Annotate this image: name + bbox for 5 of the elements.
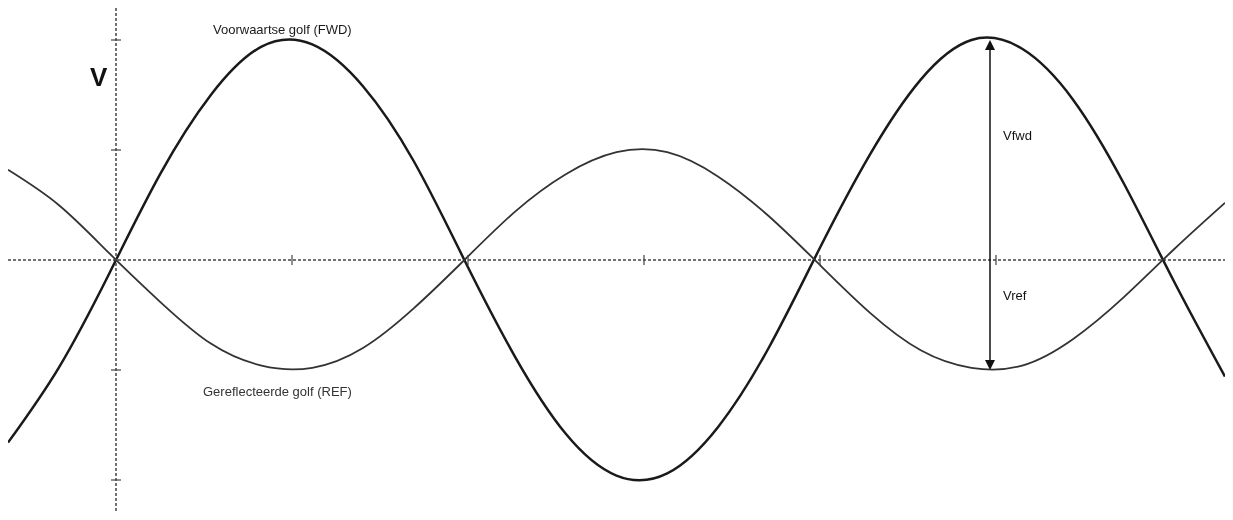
- series-label: Voorwaartse golf (FWD): [213, 22, 352, 37]
- y-axis-title: V: [90, 62, 108, 92]
- annotation: Vref: [1003, 288, 1027, 303]
- annotation: Vfwd: [1003, 128, 1032, 143]
- series-label: Gereflecteerde golf (REF): [203, 384, 352, 399]
